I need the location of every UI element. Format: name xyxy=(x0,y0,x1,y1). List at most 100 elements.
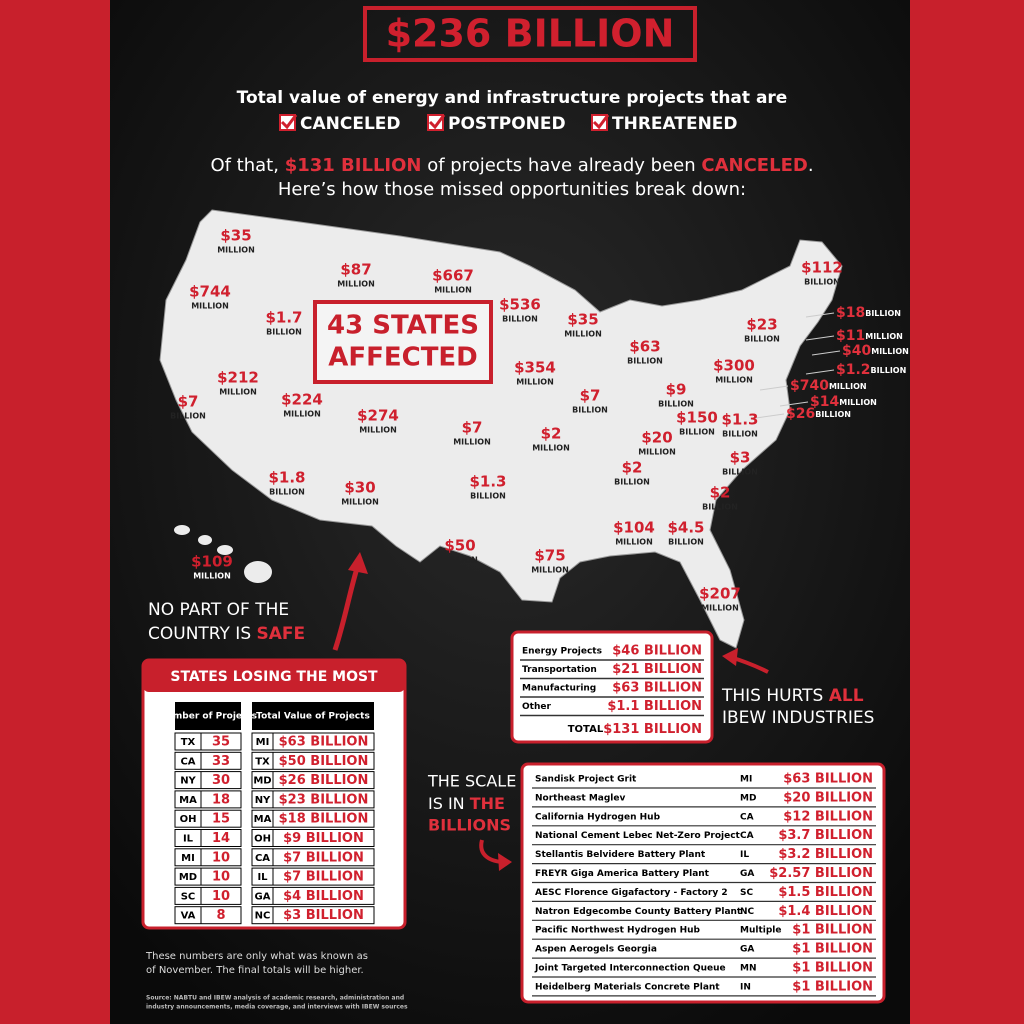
project-state: IL xyxy=(740,850,749,860)
state: CA xyxy=(180,756,195,767)
unit: MILLION xyxy=(283,410,321,419)
project-name: California Hydrogen Hub xyxy=(535,812,661,822)
project-name: Natron Edgecombe County Battery Plant xyxy=(535,907,742,917)
map-label: $740MILLION xyxy=(790,378,867,394)
state: MD xyxy=(179,872,197,883)
amount: $212 xyxy=(217,369,259,387)
amount: $1.3 xyxy=(469,473,506,491)
state-value: 33 xyxy=(212,754,230,769)
states-header xyxy=(143,660,405,692)
total-label: TOTAL xyxy=(568,724,604,735)
checkbox xyxy=(427,114,444,131)
cell xyxy=(251,906,375,925)
unit: BILLION xyxy=(702,503,738,512)
state: CA xyxy=(255,853,270,864)
project-state: CA xyxy=(740,831,754,841)
cell xyxy=(174,751,242,770)
project-state: MN xyxy=(740,964,757,974)
project-state: MD xyxy=(740,793,756,803)
unit: MILLION xyxy=(191,302,229,311)
scale: IS IN THE xyxy=(428,794,505,813)
cell xyxy=(174,848,242,867)
checks: CANCELED POSTPONED THREATENED xyxy=(279,114,738,134)
total: TOTAL$131 BILLION xyxy=(568,722,702,737)
project-value: $63 BILLION xyxy=(783,772,873,787)
unit: MILLION xyxy=(532,444,570,453)
amount: $20 xyxy=(641,429,672,447)
state-value: $4 BILLION xyxy=(283,889,364,904)
map-label: $14MILLION xyxy=(810,394,877,410)
industry-value: $46 BILLION xyxy=(612,644,702,659)
intro: CANCELED xyxy=(701,155,807,176)
amount: $4.5 xyxy=(667,519,704,537)
callout: COUNTRY IS xyxy=(148,624,257,644)
unit: MILLION xyxy=(217,246,255,255)
unit: BILLION xyxy=(658,400,694,409)
project-state: MI xyxy=(740,775,752,785)
unit: MILLION xyxy=(715,376,753,385)
cell xyxy=(251,790,375,809)
state: IL xyxy=(183,834,194,845)
state: MI xyxy=(256,737,270,748)
scale: THE SCALE xyxy=(427,772,516,791)
map-label: $26BILLION xyxy=(786,406,851,422)
industry: Manufacturing xyxy=(522,684,596,694)
map-labels: $35MILLION$744MILLION$1.7BILLION$87MILLI… xyxy=(170,227,909,613)
amount: $224 xyxy=(281,391,323,409)
amount: $11 xyxy=(836,328,865,344)
amount: $740 xyxy=(790,378,829,394)
state: TX xyxy=(181,737,196,748)
project-state: NC xyxy=(740,907,755,917)
unit: MILLION xyxy=(341,498,379,507)
state: VA xyxy=(181,911,196,922)
amount: $207 xyxy=(699,585,741,603)
amount: $50 xyxy=(444,537,475,555)
map-label: $18BILLION xyxy=(836,305,901,321)
scale: BILLIONS xyxy=(428,816,511,835)
cell xyxy=(251,886,375,905)
state: NY xyxy=(255,795,271,806)
source: industry announcements, media coverage, … xyxy=(146,1004,408,1011)
cell xyxy=(174,771,242,790)
projects-header: Number of Projects xyxy=(159,712,257,722)
project-state: IN xyxy=(740,982,751,992)
title: $236 BILLION xyxy=(386,12,675,56)
state-value: 8 xyxy=(216,908,225,923)
unit: BILLION xyxy=(744,335,780,344)
unit: BILLION xyxy=(722,430,758,439)
amount: $112 xyxy=(801,259,843,277)
state: MA xyxy=(254,814,272,825)
amount: $536 xyxy=(499,296,541,314)
leader xyxy=(805,335,835,341)
project-name: National Cement Lebec Net-Zero Project xyxy=(535,831,741,841)
unit: MILLION xyxy=(359,426,397,435)
project-state: GA xyxy=(740,945,754,955)
checkmark xyxy=(280,114,298,130)
state-value: 10 xyxy=(212,870,230,885)
cell xyxy=(251,732,375,751)
cell xyxy=(174,732,242,751)
map-label: $40MILLION xyxy=(842,343,909,359)
industry: Energy Projects xyxy=(522,647,602,657)
amount: $87 xyxy=(340,261,371,279)
cell xyxy=(174,906,242,925)
industry-value: $1.1 BILLION xyxy=(607,699,702,714)
state-value: 14 xyxy=(212,831,230,846)
project-name: Northeast Maglev xyxy=(535,793,625,803)
amount: $26 xyxy=(786,406,815,422)
intro: $131 BILLION xyxy=(285,155,422,176)
checkbox xyxy=(279,114,296,131)
unit: BILLION xyxy=(722,468,758,477)
leader xyxy=(805,369,835,375)
amount: $1.2 xyxy=(836,362,871,378)
unit: MILLION xyxy=(638,448,676,457)
amount: $3 xyxy=(730,449,751,467)
map-label: $1.2BILLION xyxy=(836,362,906,378)
amount: $354 xyxy=(514,359,556,377)
amount: $274 xyxy=(357,407,399,425)
unit: BILLION xyxy=(266,328,302,337)
checkbox xyxy=(591,114,608,131)
check-label: THREATENED xyxy=(612,114,738,134)
cell xyxy=(174,790,242,809)
cell xyxy=(251,867,375,886)
